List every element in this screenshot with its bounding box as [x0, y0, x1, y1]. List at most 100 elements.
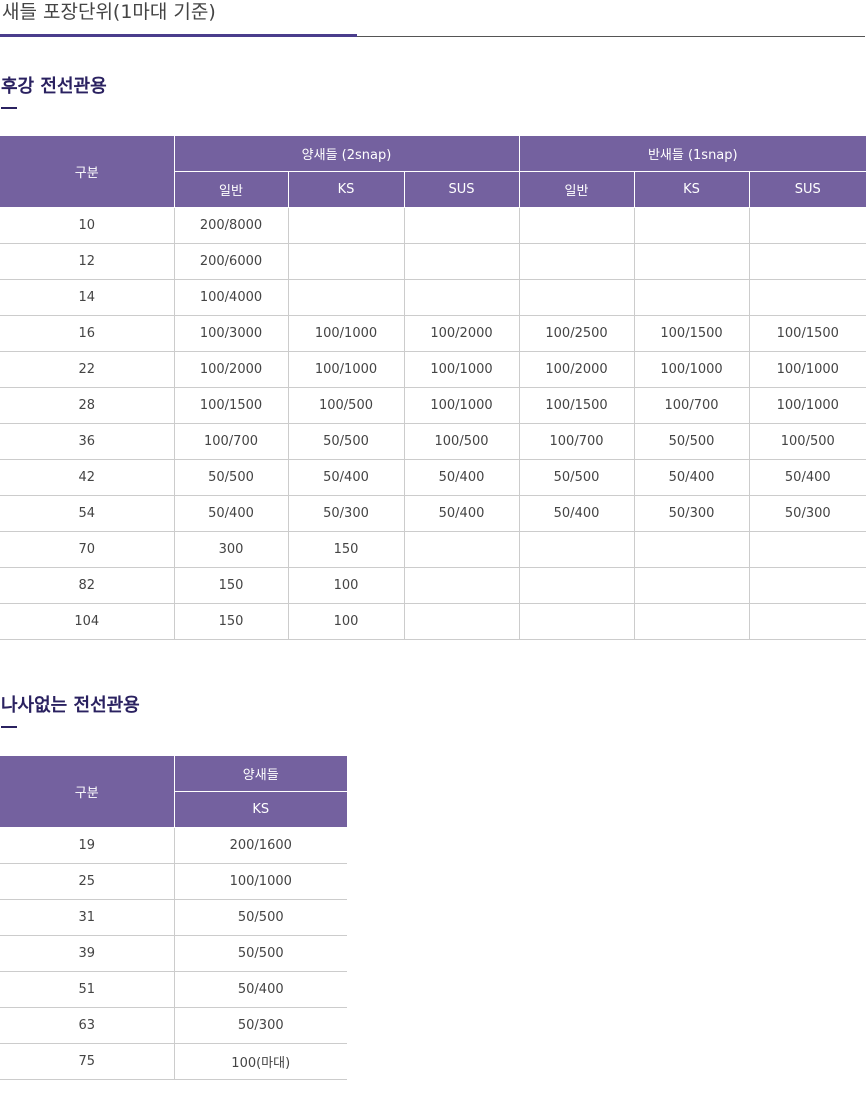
header-single-sus: SUS — [748, 171, 867, 208]
quantity-cell — [403, 531, 520, 568]
row-size-cell: 22 — [0, 351, 174, 388]
quantity-cell — [287, 243, 404, 280]
row-size-cell: 19 — [0, 827, 174, 864]
table-row: 31 50/500 — [0, 899, 347, 936]
quantity-cell: 50/300 — [173, 1007, 347, 1044]
table-row: 70 300 150 — [0, 531, 867, 568]
quantity-cell — [287, 207, 404, 244]
quantity-cell: 100/700 — [633, 387, 750, 424]
table-row: 63 50/300 — [0, 1007, 347, 1044]
quantity-cell: 150 — [287, 531, 404, 568]
quantity-cell — [748, 243, 867, 280]
table-row: 51 50/400 — [0, 971, 347, 1008]
page-title: 새들 포장단위(1마대 기준) — [2, 1, 216, 23]
row-size-cell: 10 — [0, 207, 174, 244]
header-single-general: 일반 — [518, 171, 635, 208]
quantity-cell: 100/1500 — [173, 387, 288, 424]
table-row: 82 150 100 — [0, 567, 867, 604]
quantity-cell: 50/500 — [173, 935, 347, 972]
header-double-ks: KS — [287, 171, 404, 208]
table-row: 22 100/2000 100/1000 100/1000 100/2000 100/10… — [0, 351, 867, 388]
row-size-cell: 12 — [0, 243, 174, 280]
table-row: 75 100(마대) — [0, 1043, 347, 1080]
quantity-cell: 50/400 — [173, 971, 347, 1008]
quantity-cell — [633, 567, 750, 604]
quantity-cell: 50/400 — [748, 459, 867, 496]
row-size-cell: 28 — [0, 387, 174, 424]
table-row: 104 150 100 — [0, 603, 867, 640]
quantity-cell: 100/700 — [518, 423, 635, 460]
row-size-cell: 14 — [0, 279, 174, 316]
table-row: 42 50/500 50/400 50/400 50/500 50/400 50/400 — [0, 459, 867, 496]
quantity-cell: 50/300 — [748, 495, 867, 532]
header-category: 구분 — [0, 756, 174, 828]
quantity-cell: 50/400 — [403, 459, 520, 496]
table-row: 28 100/1500 100/500 100/1000 100/1500 100/700… — [0, 387, 867, 424]
quantity-cell: 200/8000 — [173, 207, 288, 244]
section-title-threadless-conduit: 나사없는 전선관용 — [1, 695, 140, 716]
quantity-cell — [633, 243, 750, 280]
row-size-cell: 82 — [0, 567, 174, 604]
quantity-cell: 50/500 — [287, 423, 404, 460]
quantity-cell: 100/4000 — [173, 279, 288, 316]
table-row: 19 200/1600 — [0, 827, 347, 864]
section-title-underline — [1, 107, 17, 109]
table-row: 36 100/700 50/500 100/500 100/700 50/500 100/5… — [0, 423, 867, 460]
quantity-cell — [518, 243, 635, 280]
row-size-cell: 75 — [0, 1043, 174, 1080]
row-size-cell: 25 — [0, 863, 174, 900]
row-size-cell: 36 — [0, 423, 174, 460]
quantity-cell — [748, 603, 867, 640]
row-size-cell: 42 — [0, 459, 174, 496]
quantity-cell: 100/500 — [748, 423, 867, 460]
row-size-cell: 16 — [0, 315, 174, 352]
quantity-cell — [633, 603, 750, 640]
thick-conduit-table: 구분 양새들 (2snap) 반새들 (1snap) 일반 KS SUS 일반 … — [0, 136, 867, 640]
table-row: 25 100/1000 — [0, 863, 347, 900]
quantity-cell: 100/1000 — [287, 351, 404, 388]
quantity-cell: 100/2000 — [518, 351, 635, 388]
quantity-cell: 50/500 — [518, 459, 635, 496]
table-row: 14 100/4000 — [0, 279, 867, 316]
quantity-cell — [518, 567, 635, 604]
quantity-cell: 200/6000 — [173, 243, 288, 280]
row-size-cell: 51 — [0, 971, 174, 1008]
row-size-cell: 54 — [0, 495, 174, 532]
quantity-cell: 50/500 — [173, 899, 347, 936]
table-row: 16 100/3000 100/1000 100/2000 100/2500 100/15… — [0, 315, 867, 352]
title-accent-bar — [0, 34, 357, 37]
row-size-cell: 104 — [0, 603, 174, 640]
quantity-cell — [748, 207, 867, 244]
quantity-cell — [633, 531, 750, 568]
threadless-conduit-table: 구분 양새들 KS 19 200/1600 25 100/1000 31 50/500 39… — [0, 756, 347, 1080]
header-double-general: 일반 — [173, 171, 288, 208]
quantity-cell: 100/1000 — [633, 351, 750, 388]
table-row: 10 200/8000 — [0, 207, 867, 244]
table-row: 54 50/400 50/300 50/400 50/400 50/300 50/300 — [0, 495, 867, 532]
section-title-thick-conduit: 후강 전선관용 — [1, 76, 107, 97]
quantity-cell: 150 — [173, 567, 288, 604]
quantity-cell: 100/1500 — [633, 315, 750, 352]
header-double-saddle: 양새들 (2snap) — [173, 136, 520, 172]
quantity-cell: 100/1000 — [173, 863, 347, 900]
header-ks: KS — [173, 791, 347, 828]
quantity-cell: 100/2000 — [403, 315, 520, 352]
header-double-saddle: 양새들 — [173, 756, 347, 792]
quantity-cell: 50/500 — [633, 423, 750, 460]
quantity-cell: 100(마대) — [173, 1043, 347, 1080]
quantity-cell: 100/1500 — [748, 315, 867, 352]
quantity-cell: 50/400 — [173, 495, 288, 532]
quantity-cell — [403, 567, 520, 604]
table-row: 12 200/6000 — [0, 243, 867, 280]
quantity-cell: 50/300 — [287, 495, 404, 532]
quantity-cell — [403, 279, 520, 316]
quantity-cell — [518, 603, 635, 640]
row-size-cell: 70 — [0, 531, 174, 568]
quantity-cell — [633, 279, 750, 316]
quantity-cell — [748, 279, 867, 316]
quantity-cell: 100/1000 — [748, 351, 867, 388]
quantity-cell: 100/1000 — [403, 351, 520, 388]
quantity-cell: 100/500 — [403, 423, 520, 460]
quantity-cell — [518, 531, 635, 568]
quantity-cell: 100/1000 — [403, 387, 520, 424]
